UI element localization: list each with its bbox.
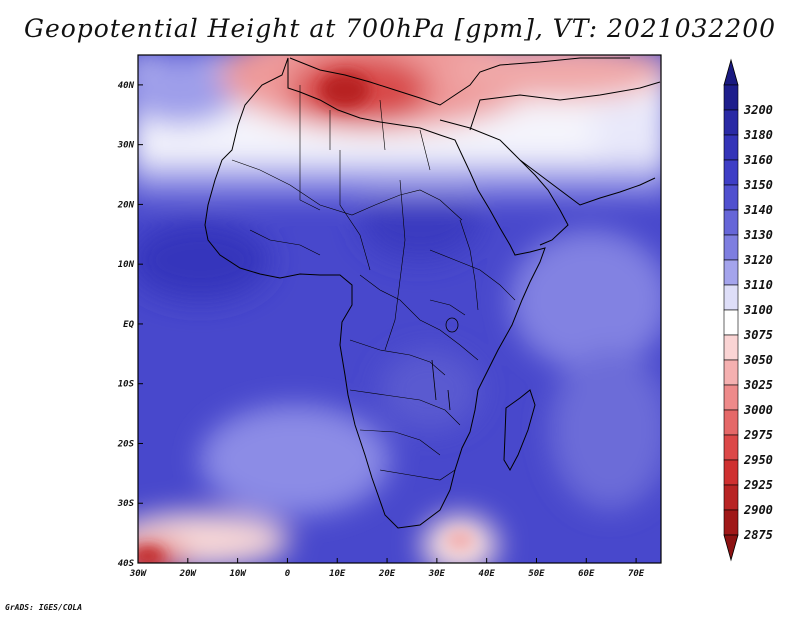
lon-tick-label: 50E (528, 569, 545, 579)
lat-tick-label: 10N (118, 260, 135, 270)
colorbar-swatch (723, 109, 739, 136)
height-field (138, 55, 661, 563)
map-title: Geopotential Height at 700hPa [gpm], VT:… (23, 14, 777, 43)
lon-tick-label: 20W (179, 569, 198, 579)
colorbar-swatch (723, 309, 739, 336)
lat-tick-label: 30N (117, 141, 135, 151)
lat-tick-label: 40N (118, 81, 135, 91)
lakes (431, 317, 459, 411)
lon-tick-label: 60E (578, 569, 595, 579)
colorbar-swatch (723, 384, 739, 411)
colorbar-label: 3160 (743, 153, 773, 167)
colorbar-top-arrow (723, 58, 739, 86)
lon-tick-label: 70E (628, 569, 645, 579)
colorbar-swatch (723, 434, 739, 461)
colorbar-label: 3130 (743, 228, 773, 242)
colorbar-swatch (723, 359, 739, 386)
colorbar-swatch (723, 509, 739, 536)
colorbar-label: 2900 (743, 503, 773, 517)
colorbar-label: 3120 (743, 253, 773, 267)
colorbar-swatch (723, 84, 739, 111)
country-borders (231, 85, 516, 481)
colorbar-swatch (723, 459, 739, 486)
colorbar-label: 2950 (743, 453, 773, 467)
colorbar-label: 3110 (743, 278, 773, 292)
coastlines (204, 57, 661, 529)
colorbar-swatch (723, 134, 739, 161)
colorbar-label: 3200 (743, 103, 773, 117)
lat-tick-label: 40S (118, 559, 135, 569)
colorbar-label: 3050 (743, 353, 773, 367)
colorbar-swatch (723, 184, 739, 211)
lat-tick-label: 10S (118, 380, 135, 390)
colorbar-label: 3000 (743, 403, 773, 417)
colorbar-swatch (723, 409, 739, 436)
colorbar-swatch (723, 284, 739, 311)
lon-tick-label: 40E (479, 569, 496, 579)
colorbar-label: 3180 (743, 128, 773, 142)
axis-ticks: 30W 20W 10W 0 10E 20E 30E 40E 50E 60E 70E 40N 30N 20N… (117, 81, 645, 579)
grads-credit: GrADS: IGES/COLA (5, 603, 83, 612)
colorbar-swatch (723, 484, 739, 511)
colorbar-label: 2925 (743, 478, 773, 492)
colorbar-label: 3025 (743, 378, 773, 392)
lat-tick-label: 20N (117, 200, 135, 210)
lon-tick-label: 20E (378, 569, 396, 579)
colorbar: 3200 3180 3160 3150 3140 3130 3120 3110 3100 3075… (723, 58, 773, 562)
colorbar-swatch (723, 334, 739, 361)
colorbar-label: 2975 (743, 428, 773, 442)
colorbar-swatch (723, 209, 739, 236)
lat-tick-label: 20S (117, 439, 135, 449)
colorbar-label: 3150 (743, 178, 773, 192)
colorbar-label: 3075 (743, 328, 773, 342)
colorbar-swatch (723, 234, 739, 261)
lat-tick-label: EQ (123, 320, 134, 330)
colorbar-swatch (723, 159, 739, 186)
colorbar-swatch (723, 259, 739, 286)
colorbar-label: 2875 (743, 528, 773, 542)
lon-tick-label: 0 (285, 569, 291, 579)
plot-frame (137, 54, 662, 564)
lat-tick-label: 30S (117, 499, 135, 509)
lon-tick-label: 10E (329, 569, 346, 579)
colorbar-label: 3100 (743, 303, 773, 317)
colorbar-label: 3140 (743, 203, 773, 217)
colorbar-bottom-arrow (723, 534, 739, 562)
lon-tick-label: 30E (428, 569, 446, 579)
lon-tick-label: 10W (229, 569, 247, 579)
lon-tick-label: 30W (129, 569, 148, 579)
